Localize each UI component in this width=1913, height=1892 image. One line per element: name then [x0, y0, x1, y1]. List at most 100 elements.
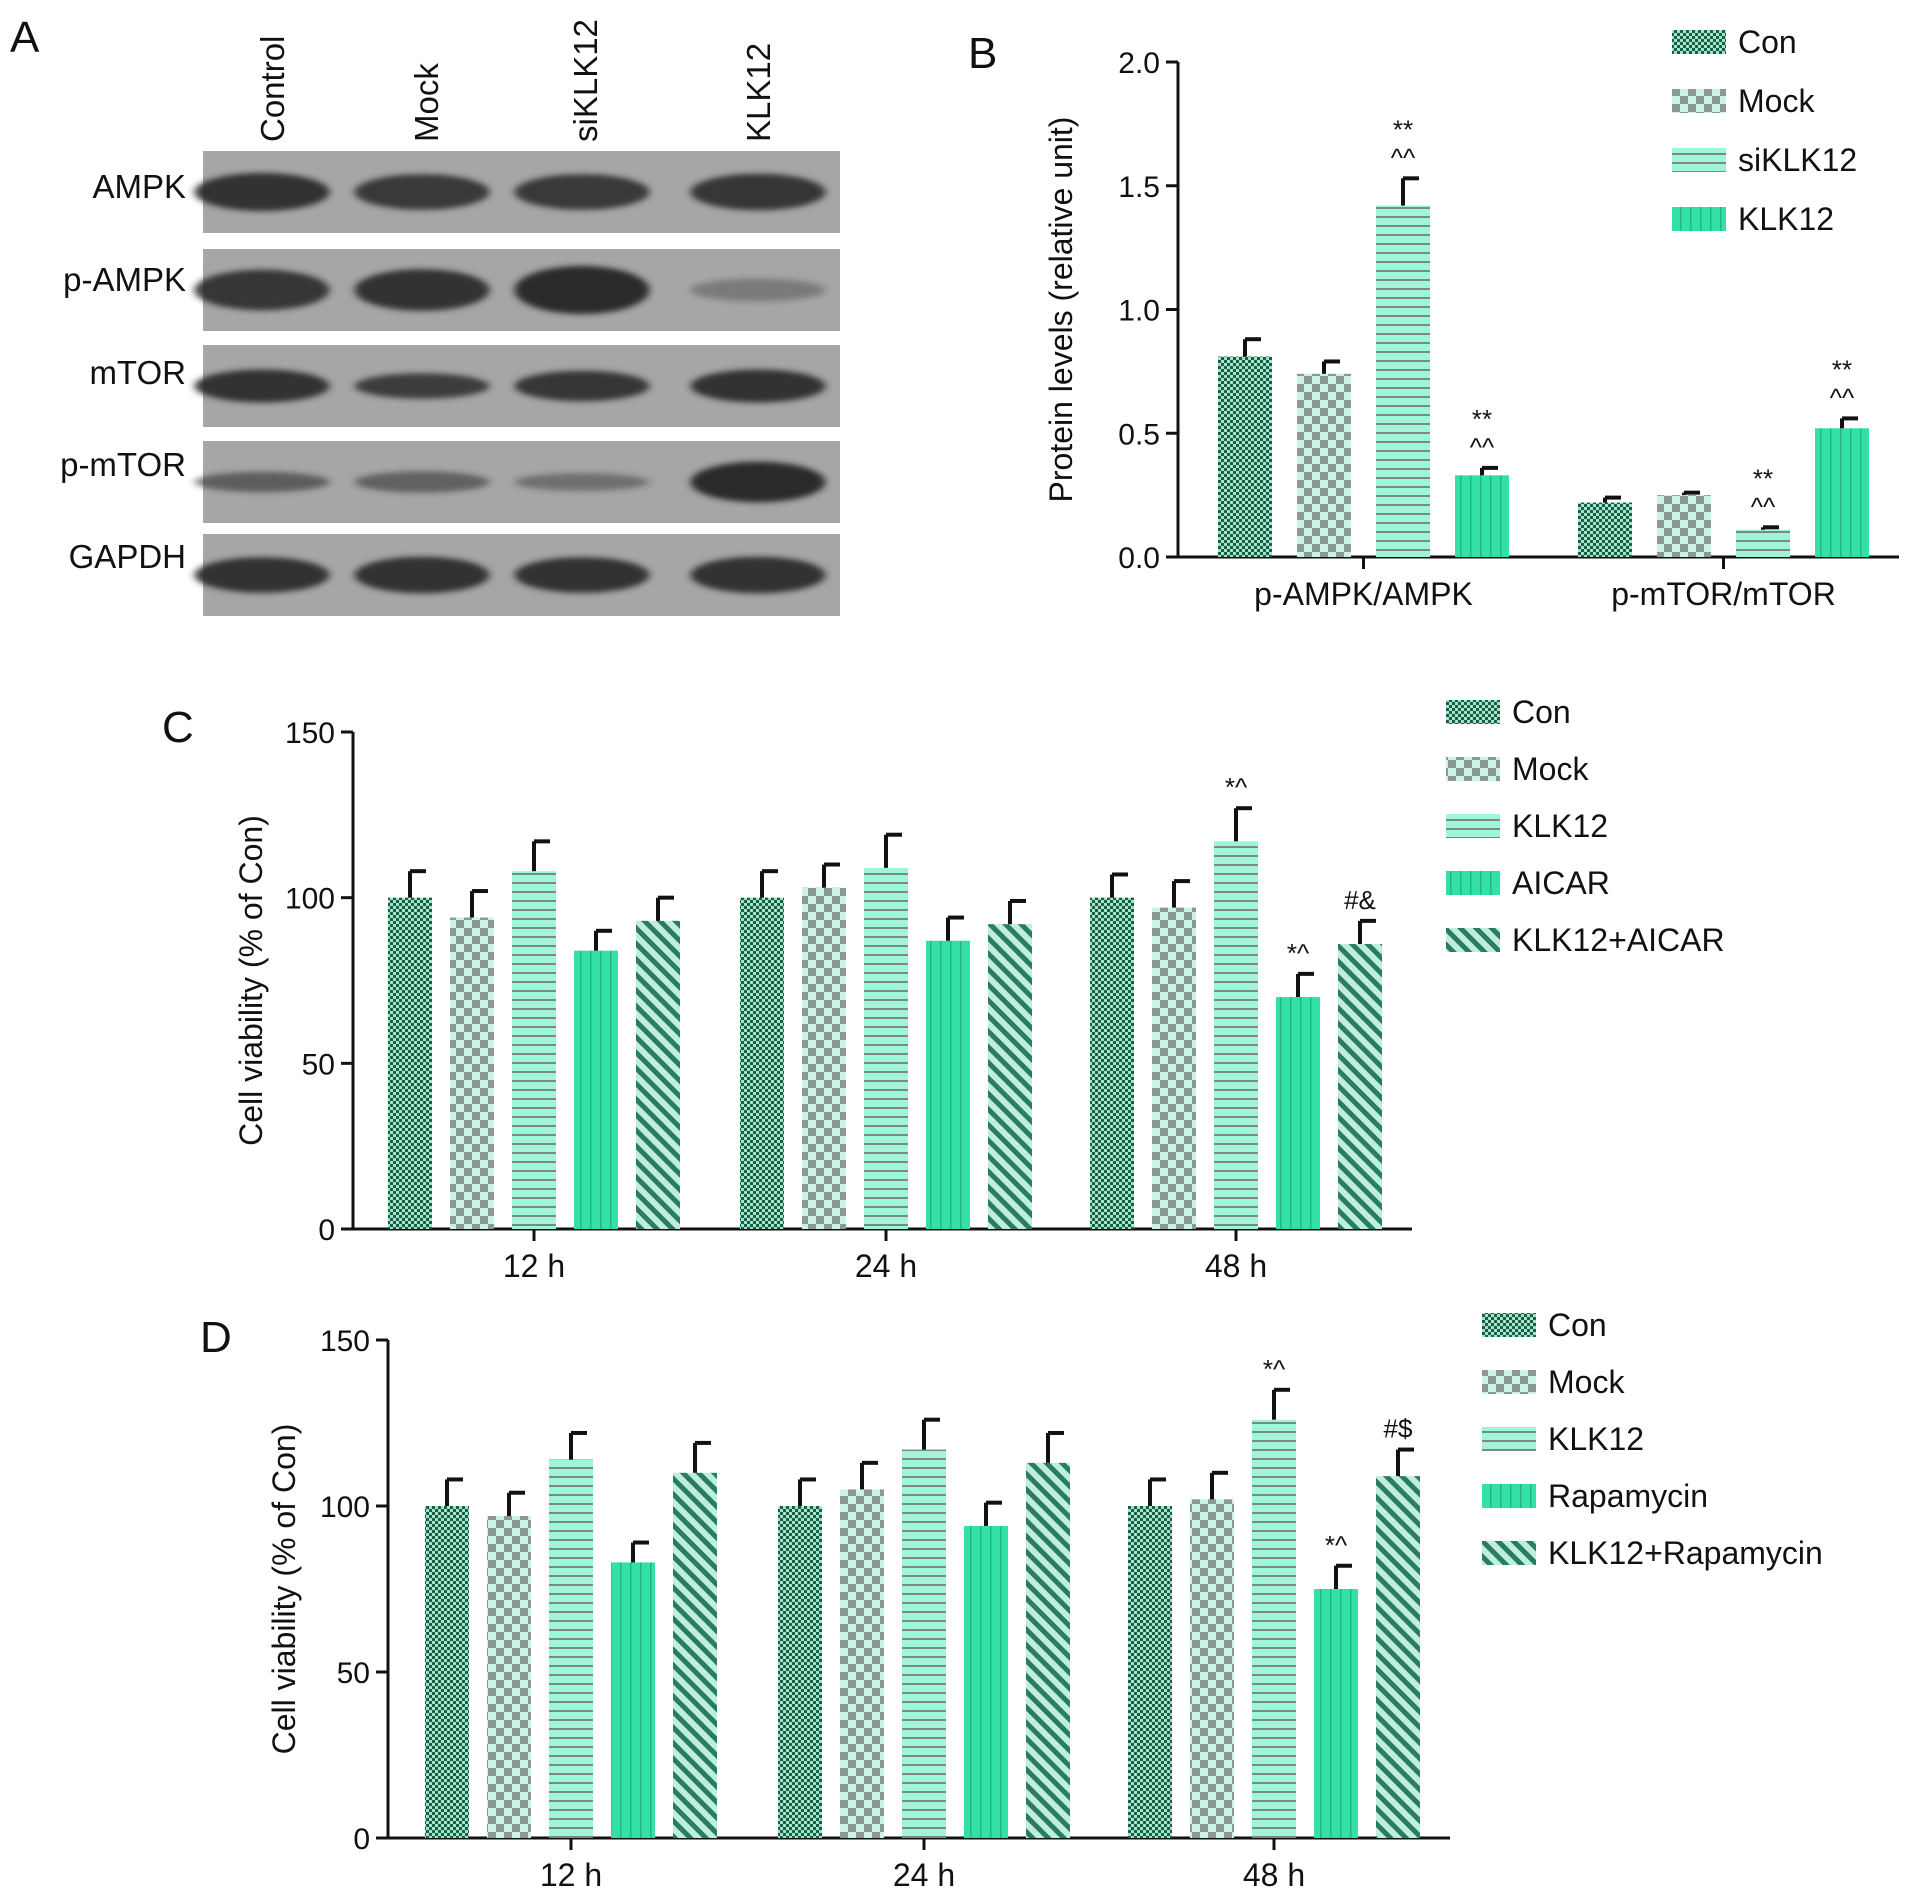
legend-swatch — [1482, 1370, 1536, 1394]
y-tick-label: 100 — [285, 883, 335, 916]
significance-label: *^ — [1225, 772, 1248, 802]
y-tick-label: 0 — [353, 1823, 370, 1856]
bar — [1026, 1462, 1070, 1838]
bar — [1218, 356, 1272, 557]
blot-row-label: p-AMPK — [63, 261, 186, 298]
panel-letter-c: C — [162, 703, 194, 752]
legend-swatch — [1672, 30, 1726, 54]
significance-label: #$ — [1384, 1414, 1413, 1444]
bar — [1376, 1476, 1420, 1838]
blot-band — [354, 269, 490, 311]
blot-band — [194, 557, 330, 593]
legend-swatch — [1482, 1484, 1536, 1508]
chart-panel-b: 0.0 0.5 1.0 1.5 2.0 Protein levels (relative … — [1043, 24, 1899, 612]
blot-band — [514, 265, 650, 315]
bar — [1314, 1589, 1358, 1838]
y-tick-label: 50 — [302, 1048, 335, 1081]
y-tick-label: 150 — [285, 717, 335, 750]
legend-label: KLK12 — [1738, 201, 1834, 237]
legend-label: KLK12+AICAR — [1512, 922, 1725, 958]
y-tick-label: 50 — [337, 1657, 370, 1690]
blot-row-label: AMPK — [92, 168, 186, 205]
blot-row-label: p-mTOR — [60, 446, 186, 483]
bar — [1252, 1419, 1296, 1838]
legend-swatch — [1672, 148, 1726, 172]
blot-band — [354, 556, 490, 594]
blot-band — [514, 557, 650, 593]
significance-label: *^ — [1263, 1354, 1286, 1384]
bar — [1276, 997, 1320, 1229]
legend-label: Mock — [1512, 751, 1589, 787]
bar — [840, 1489, 884, 1838]
significance-label: ^^ — [1470, 432, 1495, 462]
blot-band — [514, 174, 650, 210]
y-tick-label: 1.5 — [1118, 171, 1160, 204]
legend-label: KLK12+Rapamycin — [1548, 1535, 1823, 1571]
y-tick-label: 100 — [320, 1491, 370, 1524]
legend-label: Con — [1512, 694, 1571, 730]
bar — [1657, 495, 1711, 557]
bar — [778, 1506, 822, 1838]
bar — [1736, 529, 1790, 557]
legend-swatch — [1672, 89, 1726, 113]
bar — [512, 871, 556, 1229]
legend-swatch — [1446, 928, 1500, 952]
x-tick-label: p-AMPK/AMPK — [1254, 576, 1473, 612]
blot-band — [514, 370, 650, 402]
legend-label: AICAR — [1512, 865, 1610, 901]
blot-row-label: GAPDH — [69, 538, 186, 575]
blot-band — [690, 278, 826, 302]
bar — [864, 867, 908, 1229]
legend-swatch — [1482, 1427, 1536, 1451]
bar — [388, 897, 432, 1229]
bar — [1578, 502, 1632, 557]
legend-swatch — [1446, 757, 1500, 781]
legend-swatch — [1482, 1313, 1536, 1337]
legend-label: Mock — [1548, 1364, 1625, 1400]
bar — [740, 897, 784, 1229]
bar — [1815, 428, 1869, 557]
blot-lane-label: KLK12 — [740, 43, 777, 142]
legend-swatch — [1446, 871, 1500, 895]
chart-panel-c: 0 50 100 150 Cell viability (% of Con) 12 h 24… — [233, 694, 1725, 1284]
blot-band — [690, 556, 826, 594]
significance-label: *^ — [1325, 1530, 1348, 1560]
y-tick-label: 0 — [318, 1214, 335, 1247]
western-blot: Control Mock siKLK12 KLK12 AMPK p-AMPK mTOR p-m… — [60, 19, 840, 616]
significance-label: *^ — [1287, 938, 1310, 968]
blot-band — [690, 369, 826, 403]
bar — [964, 1525, 1008, 1838]
significance-label: #& — [1344, 885, 1376, 915]
y-tick-label: 2.0 — [1118, 47, 1160, 80]
legend-label: KLK12 — [1512, 808, 1608, 844]
significance-label: ^^ — [1830, 382, 1855, 412]
legend-label: Rapamycin — [1548, 1478, 1708, 1514]
y-tick-label: 1.0 — [1118, 295, 1160, 328]
x-tick-label: 12 h — [503, 1248, 565, 1284]
legend-label: siKLK12 — [1738, 142, 1857, 178]
blot-row-label: mTOR — [89, 354, 186, 391]
x-tick-label: p-mTOR/mTOR — [1611, 576, 1836, 612]
bar — [1190, 1499, 1234, 1838]
bar — [1128, 1506, 1172, 1838]
significance-label: ** — [1393, 114, 1413, 144]
significance-label: ** — [1472, 404, 1492, 434]
blot-band — [354, 174, 490, 210]
blot-band — [354, 471, 490, 493]
bar — [549, 1459, 593, 1838]
bar — [574, 950, 618, 1229]
blot-band — [194, 269, 330, 311]
bar — [1214, 841, 1258, 1229]
bar — [425, 1506, 469, 1838]
bar — [926, 940, 970, 1229]
panel-letter-b: B — [968, 29, 997, 78]
x-tick-label: 24 h — [855, 1248, 917, 1284]
legend-swatch — [1482, 1541, 1536, 1565]
bar — [988, 924, 1032, 1229]
legend-swatch — [1446, 700, 1500, 724]
bar — [1090, 897, 1134, 1229]
y-axis-label: Cell viability (% of Con) — [266, 1424, 302, 1755]
x-tick-label: 48 h — [1205, 1248, 1267, 1284]
significance-label: ** — [1753, 463, 1773, 493]
